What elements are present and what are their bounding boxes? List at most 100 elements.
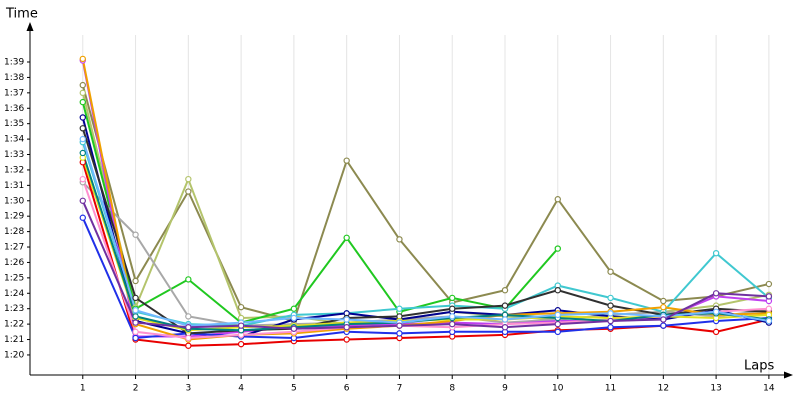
data-point xyxy=(132,277,139,285)
data-point xyxy=(554,286,561,294)
data-point xyxy=(765,293,773,300)
x-axis-arrow xyxy=(784,371,793,379)
y-tick-label: 1:24 xyxy=(4,289,24,299)
x-tick-label: 2 xyxy=(133,384,139,394)
data-point xyxy=(79,149,86,157)
data-point xyxy=(79,214,86,221)
data-point xyxy=(79,55,86,63)
data-point xyxy=(660,316,667,323)
data-point xyxy=(132,231,139,238)
series-line xyxy=(81,58,769,341)
data-point xyxy=(765,280,773,288)
data-point xyxy=(607,324,614,331)
data-point xyxy=(712,249,720,257)
data-point xyxy=(660,303,667,311)
data-point xyxy=(765,317,773,325)
series-line xyxy=(81,217,769,340)
x-tick-label: 13 xyxy=(710,384,721,394)
y-tick-label: 1:20 xyxy=(4,350,24,360)
y-tick-label: 1:28 xyxy=(4,227,24,237)
data-point xyxy=(607,302,614,309)
data-point xyxy=(290,325,298,332)
data-point xyxy=(554,328,561,336)
y-tick-label: 1:22 xyxy=(4,320,24,330)
series-line xyxy=(81,128,769,335)
data-point xyxy=(79,125,86,132)
data-point xyxy=(79,114,86,121)
data-point xyxy=(607,310,614,317)
x-tick-label: 8 xyxy=(449,384,455,394)
data-point xyxy=(396,236,403,243)
y-tick-label: 1:30 xyxy=(4,196,24,206)
x-tick-label: 10 xyxy=(552,384,564,394)
y-tick-label: 1:31 xyxy=(4,181,24,191)
x-tick-label: 6 xyxy=(344,384,350,394)
x-tick-label: 5 xyxy=(291,384,297,394)
data-point xyxy=(554,320,561,328)
data-point xyxy=(132,313,139,320)
data-point xyxy=(185,276,192,283)
data-point xyxy=(660,322,667,329)
data-point xyxy=(132,307,139,314)
data-point xyxy=(396,305,403,312)
data-point xyxy=(765,305,773,312)
series-line xyxy=(81,101,559,324)
x-tick-label: 7 xyxy=(397,384,403,394)
data-point xyxy=(79,81,86,89)
data-point xyxy=(132,294,139,302)
data-point xyxy=(343,157,350,164)
x-tick-label: 1 xyxy=(80,384,86,394)
x-tick-label: 9 xyxy=(502,384,508,394)
data-point xyxy=(185,313,192,320)
data-point xyxy=(712,308,720,315)
x-tick-label: 3 xyxy=(185,384,191,394)
data-point xyxy=(237,303,245,311)
data-point xyxy=(185,324,192,331)
data-point xyxy=(607,268,614,275)
y-tick-label: 1:35 xyxy=(4,119,24,129)
data-point xyxy=(290,305,298,312)
data-point xyxy=(343,324,350,331)
x-tick-label: 14 xyxy=(763,384,775,394)
data-point xyxy=(343,234,350,241)
data-point xyxy=(396,330,403,337)
data-point xyxy=(79,197,86,204)
series-line xyxy=(81,84,770,323)
y-tick-label: 1:39 xyxy=(4,58,24,68)
y-tick-label: 1:21 xyxy=(4,335,24,345)
x-tick-label: 11 xyxy=(605,384,616,394)
data-point xyxy=(132,319,139,326)
data-point xyxy=(501,324,509,331)
data-point xyxy=(185,334,192,342)
data-point xyxy=(607,317,614,325)
data-point xyxy=(449,305,456,312)
data-point xyxy=(554,245,561,252)
data-point xyxy=(712,290,720,297)
x-axis-title: Laps xyxy=(744,359,774,374)
data-point xyxy=(554,196,561,203)
data-point xyxy=(185,342,192,349)
data-point xyxy=(343,316,350,323)
y-tick-label: 1:34 xyxy=(4,135,24,145)
data-point xyxy=(343,336,350,343)
data-point xyxy=(237,340,245,348)
data-point xyxy=(132,334,139,342)
x-tick-label: 12 xyxy=(658,384,669,394)
series-line xyxy=(81,138,770,327)
y-tick-label: 1:33 xyxy=(4,150,24,160)
data-point xyxy=(290,314,298,322)
data-point xyxy=(79,89,86,97)
data-point xyxy=(660,297,667,305)
y-tick-label: 1:32 xyxy=(4,165,24,175)
y-tick-label: 1:27 xyxy=(4,243,24,253)
data-point xyxy=(185,188,192,195)
y-tick-label: 1:23 xyxy=(4,304,24,314)
data-point xyxy=(132,328,139,336)
plot xyxy=(79,55,773,349)
y-tick-label: 1:26 xyxy=(4,258,24,268)
data-point xyxy=(712,328,720,336)
y-tick-label: 1:29 xyxy=(4,212,24,222)
data-point xyxy=(607,294,614,302)
data-point xyxy=(554,311,561,319)
